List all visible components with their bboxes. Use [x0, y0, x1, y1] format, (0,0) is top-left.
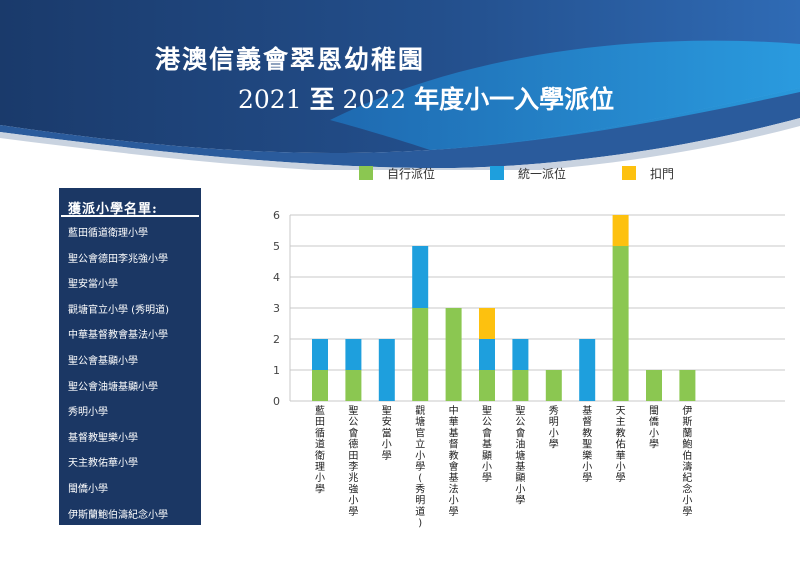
bar-segment: [412, 246, 429, 308]
bar-segment: [312, 370, 328, 401]
legend-swatch-self-allocation: [359, 166, 373, 180]
bar-segment: [345, 370, 362, 401]
x-category-label: 聖公會基顯小學: [482, 405, 492, 484]
legend-item-central-allocation: 統一派位: [490, 163, 566, 183]
school-list-item: 中華基督教會基法小學: [68, 330, 168, 342]
allocated-schools-title: 獲派小學名單:: [68, 202, 158, 217]
header-wave-background: [0, 0, 800, 170]
bar-segment: [479, 308, 495, 339]
bar-segment: [579, 339, 596, 401]
legend-swatch-door-knocking: [622, 166, 636, 180]
y-tick-label: 6: [273, 209, 280, 222]
allocated-schools-panel: 獲派小學名單: 藍田循道衛理小學 聖公會德田李兆強小學 聖安當小學 觀塘官立小學…: [59, 188, 201, 525]
legend-item-door-knocking: 扣門: [622, 163, 674, 183]
x-category-label: 中華基督教會基法小學: [449, 404, 459, 518]
x-category-label: 秀明小學: [549, 405, 559, 451]
school-list-item: 觀塘官立小學 (秀明道): [68, 304, 169, 316]
y-tick-label: 2: [273, 333, 280, 346]
x-category-label: 觀塘官立小學(秀明道): [415, 405, 425, 529]
school-list-item: 聖公會基顯小學: [68, 355, 138, 367]
bar-segment: [378, 339, 395, 401]
x-category-label: 伊斯蘭鮑伯濤紀念小學: [682, 405, 692, 518]
legend-swatch-central-allocation: [490, 166, 504, 180]
year-to: 2022: [342, 85, 407, 114]
y-tick-label: 1: [273, 364, 280, 377]
chart-legend: 自行派位 統一派位 扣門: [355, 163, 715, 183]
school-list-item: 藍田循道衛理小學: [68, 228, 148, 239]
x-category-label: 天主教佑華小學: [616, 406, 626, 484]
school-list-item: 伊斯蘭鮑伯濤紀念小學: [68, 509, 168, 521]
allocation-chart: 0 1 2 3 4 5 6 藍田循道衛理小學 聖公會德田李兆強小學 聖安當小學 觀塘官立小學(秀明道…: [273, 209, 785, 529]
page-subtitle: 2021 至 2022 年度小一入學派位: [238, 80, 614, 116]
legend-label-self-allocation: 自行派位: [387, 166, 436, 181]
legend-label-door-knocking: 扣門: [650, 166, 675, 181]
school-list-item: 秀明小學: [68, 407, 108, 419]
school-list-item: 聖公會德田李兆強小學: [68, 253, 168, 265]
subtitle-suffix: 年度小一入學派位: [414, 85, 615, 114]
bar-segment: [412, 308, 429, 401]
legend-label-central-allocation: 統一派位: [518, 166, 567, 181]
allocated-schools-list: 藍田循道衛理小學 聖公會德田李兆強小學 聖安當小學 觀塘官立小學 (秀明道) 中…: [68, 221, 169, 528]
legend-item-self-allocation: 自行派位: [359, 163, 435, 183]
year-to-word: 至: [309, 85, 335, 114]
y-tick-label: 0: [273, 395, 280, 408]
x-category-label: 聖公會德田李兆強小學: [348, 405, 358, 518]
x-category-label: 基督教聖樂小學: [582, 404, 592, 484]
school-list-item: 閩僑小學: [68, 483, 108, 495]
bar-segment: [345, 339, 362, 370]
bar-segment: [445, 308, 462, 401]
school-list-item: 天主教佑華小學: [68, 458, 138, 470]
bar-segment: [612, 246, 629, 401]
bar-segment: [479, 339, 495, 370]
x-category-label: 閩僑小學: [649, 405, 659, 451]
bar-segment: [512, 370, 529, 401]
y-tick-label: 4: [273, 271, 280, 284]
school-list-item: 聖公會油塘基顯小學: [68, 381, 158, 393]
school-name-title: 港澳信義會翠恩幼稚園: [155, 45, 426, 74]
x-category-label: 聖公會油塘基顯小學: [515, 405, 525, 507]
bar-segment: [679, 370, 696, 401]
y-tick-label: 3: [273, 302, 280, 315]
x-category-label: 藍田循道衛理小學: [315, 404, 325, 495]
bar-segment: [479, 370, 495, 401]
x-category-label: 聖安當小學: [382, 405, 392, 462]
bar-segment: [545, 370, 562, 401]
bar-segment: [312, 339, 328, 370]
year-from: 2021: [238, 85, 302, 114]
school-list-item: 基督教聖樂小學: [68, 432, 138, 444]
y-tick-label: 5: [273, 240, 280, 253]
school-list-item: 聖安當小學: [68, 279, 118, 291]
bar-segment: [646, 370, 662, 401]
bar-segment: [512, 339, 529, 370]
bar-segment: [612, 215, 629, 246]
panel-divider: [61, 215, 199, 217]
